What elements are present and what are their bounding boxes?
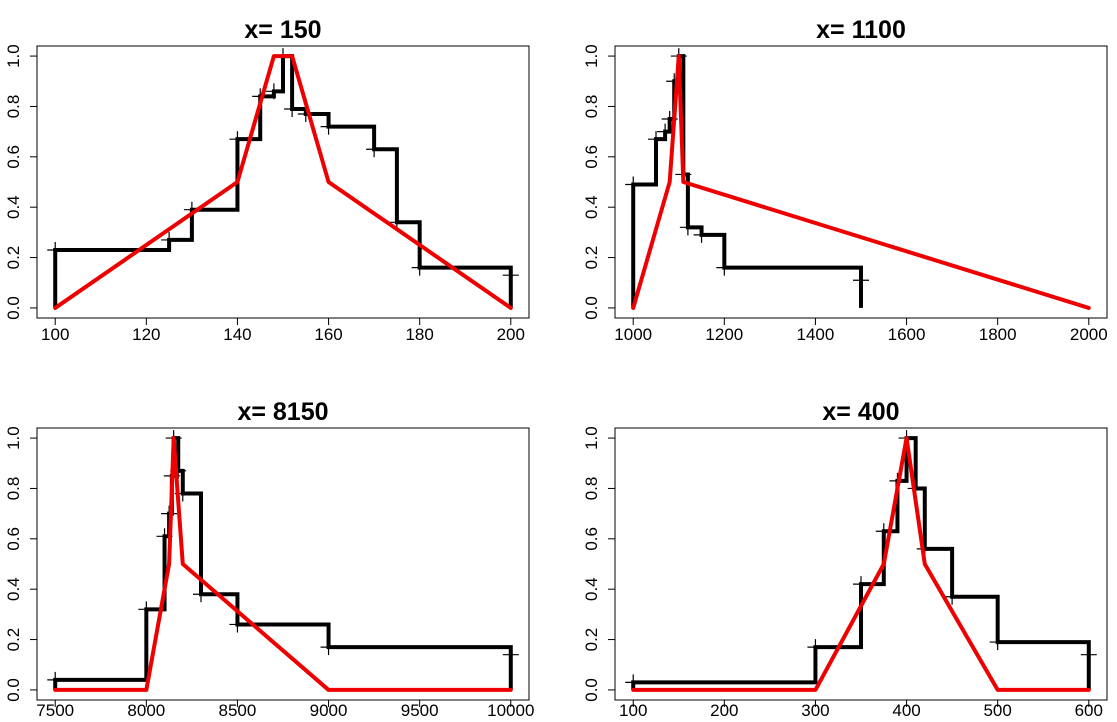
y-tick-label: 0.2: [582, 246, 601, 270]
x-tick-label: 600: [1075, 701, 1103, 720]
y-tick-label: 0.2: [4, 246, 23, 270]
marker-point: [625, 674, 642, 691]
x-tick-label: 1400: [797, 325, 835, 344]
x-tick-label: 2000: [1070, 325, 1108, 344]
x-tick-label: 200: [497, 325, 525, 344]
y-tick-label: 1.0: [582, 426, 601, 450]
marker-point: [320, 639, 337, 656]
x-tick-label: 8000: [127, 701, 165, 720]
marker-point: [411, 259, 428, 276]
y-tick-label: 0.6: [582, 145, 601, 169]
marker-point: [284, 100, 301, 117]
y-tick-label: 0.4: [582, 577, 601, 601]
step-series-line: [631, 54, 863, 308]
x-tick-label: 140: [223, 325, 251, 344]
chart-title: x= 400: [822, 398, 899, 426]
y-tick-label: 0.8: [4, 477, 23, 501]
marker-point: [502, 646, 519, 663]
marker-point: [944, 588, 961, 605]
x-tick-label: 100: [619, 701, 647, 720]
x-tick-label: 180: [405, 325, 433, 344]
x-tick-label: 8500: [219, 701, 257, 720]
y-tick-label: 0.6: [4, 527, 23, 551]
marker-point: [989, 634, 1006, 651]
marker-point: [716, 259, 733, 276]
x-tick-label: 9000: [310, 701, 348, 720]
membership-series-line: [631, 436, 1091, 692]
y-tick-label: 0.6: [4, 145, 23, 169]
x-tick-label: 100: [41, 325, 69, 344]
y-tick-label: 1.0: [4, 44, 23, 68]
membership-series-line: [53, 436, 513, 692]
y-tick-label: 0.0: [582, 296, 601, 320]
x-tick-label: 1200: [705, 325, 743, 344]
chart-panel-1: x= 150 100 120 140 160 180 200 0.0 0.2 0.4 0.6 0.8 1…: [4, 16, 530, 344]
membership-series-line: [631, 54, 1091, 310]
y-tick-label: 1.0: [4, 426, 23, 450]
step-series-line: [53, 54, 513, 308]
chart-panel-3: x= 8150 7500 8000 8500 9000 9500 10000 0.0 0.2 0.…: [4, 398, 534, 720]
marker-point: [657, 123, 674, 140]
plot-frame: [36, 45, 530, 319]
plot-frame: [614, 45, 1108, 319]
marker-point: [138, 601, 155, 618]
y-tick-label: 0.6: [582, 527, 601, 551]
x-tick-label: 160: [314, 325, 342, 344]
x-tick-label: 200: [710, 701, 738, 720]
x-tick-label: 7500: [36, 701, 74, 720]
marker-point: [807, 639, 824, 656]
y-tick-label: 0.2: [4, 628, 23, 652]
x-tick-label: 400: [892, 701, 920, 720]
marker-point: [693, 226, 710, 243]
y-tick-label: 0.0: [582, 678, 601, 702]
chart-title: x= 8150: [237, 398, 328, 426]
marker-point: [366, 141, 383, 158]
marker-point: [320, 118, 337, 135]
marker-point: [853, 576, 869, 593]
marker-point: [853, 272, 869, 289]
x-tick-label: 1800: [979, 325, 1017, 344]
plot-frame: [614, 427, 1108, 701]
y-tick-label: 1.0: [582, 44, 601, 68]
marker-point: [47, 671, 64, 688]
marker-point: [502, 267, 519, 284]
y-tick-label: 0.2: [582, 628, 601, 652]
marker-point: [193, 586, 209, 603]
marker-point: [47, 242, 64, 258]
marker-point: [265, 83, 282, 100]
x-tick-label: 120: [132, 325, 160, 344]
y-tick-label: 0.4: [4, 195, 23, 219]
membership-series-line: [53, 54, 513, 310]
y-tick-label: 0.0: [4, 678, 23, 702]
chart-title: x= 150: [244, 16, 321, 44]
y-tick-label: 0.4: [582, 195, 601, 219]
marker-point: [229, 131, 246, 148]
step-series-line: [631, 436, 1091, 690]
marker-point: [1080, 646, 1097, 663]
marker-point: [625, 176, 642, 193]
marker-point: [648, 131, 664, 148]
y-tick-label: 0.8: [4, 95, 23, 119]
x-tick-label: 9500: [401, 701, 439, 720]
chart-title: x= 1100: [816, 16, 906, 44]
chart-panel-4: x= 400 100 200 300 400 500 600 0.0 0.2 0.4 0.6 0.8 1…: [582, 398, 1108, 720]
y-tick-label: 0.8: [582, 477, 601, 501]
x-tick-label: 500: [983, 701, 1011, 720]
x-tick-label: 1600: [888, 325, 926, 344]
y-tick-label: 0.0: [4, 296, 23, 320]
y-tick-label: 0.4: [4, 577, 23, 601]
x-tick-label: 1000: [614, 325, 652, 344]
x-tick-label: 300: [801, 701, 829, 720]
marker-point: [161, 231, 178, 248]
marker-point: [229, 616, 246, 633]
x-tick-label: 10000: [487, 701, 534, 720]
marker-point: [679, 219, 696, 236]
chart-panel-2: x= 1100 1000 1200 1400 1600 1800 2000 0.0 0.2 0.4…: [582, 16, 1108, 344]
plot-frame: [36, 427, 530, 701]
y-tick-label: 0.8: [582, 95, 601, 119]
